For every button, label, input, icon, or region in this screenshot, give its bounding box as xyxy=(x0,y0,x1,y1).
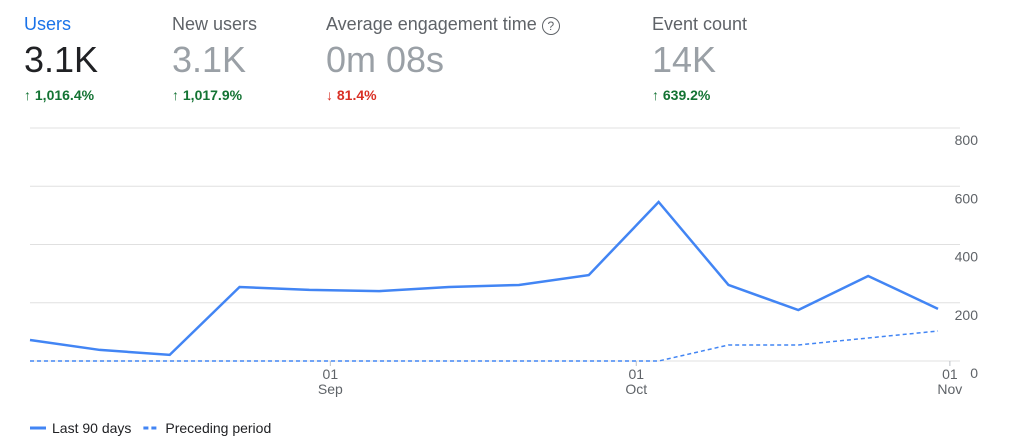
metric-delta: ↑ 1,016.4% xyxy=(24,87,98,103)
metric-value: 3.1K xyxy=(24,39,99,80)
series-line xyxy=(30,330,939,362)
metric-value: 14K xyxy=(652,39,717,80)
metric-delta: ↑ 639.2% xyxy=(652,87,747,103)
metric-label: Event count xyxy=(652,14,748,34)
legend-label: Last 90 days xyxy=(52,420,131,436)
metric-card[interactable]: Event count 14K ↑ 639.2% xyxy=(652,14,747,103)
delta-text: 1,016.4% xyxy=(34,87,95,103)
metric-label: Average engagement time ? xyxy=(326,14,560,35)
x-tick-label: 01 Nov xyxy=(937,366,962,397)
arrow-up: ↑ xyxy=(172,87,179,103)
x-tick-label: 01 Sep xyxy=(318,366,343,397)
label-text: Average engagement time xyxy=(326,14,537,34)
metric-label: New users xyxy=(172,14,258,34)
metric-value: 0m 08s xyxy=(326,39,445,80)
metric-cards: Users 3.1K ↑ 1,016.4% New users 3.1K ↑ 1… xyxy=(0,14,1024,114)
y-tick-label: 400 xyxy=(955,249,979,265)
y-tick-label: 800 xyxy=(955,132,979,148)
y-tick-label: 200 xyxy=(955,307,979,323)
arrow-down: ↓ xyxy=(326,87,333,103)
metric-delta: ↓ 81.4% xyxy=(326,87,560,103)
arrow-up: ↑ xyxy=(24,87,31,103)
metric-delta: ↑ 1,017.9% xyxy=(172,87,257,103)
y-tick-label: 0 xyxy=(970,365,978,381)
metric-card[interactable]: Average engagement time ? 0m 08s ↓ 81.4% xyxy=(326,14,560,103)
delta-text: 1,017.9% xyxy=(182,87,243,103)
metric-label: Users xyxy=(24,14,72,34)
x-tick-label: 01 Oct xyxy=(625,366,647,397)
delta-text: 81.4% xyxy=(336,87,377,103)
y-tick-label: 600 xyxy=(955,190,979,206)
arrow-up: ↑ xyxy=(652,87,659,103)
delta-text: 639.2% xyxy=(662,87,711,103)
metric-card[interactable]: Users 3.1K ↑ 1,016.4% xyxy=(24,14,98,103)
metric-value: 3.1K xyxy=(172,39,247,80)
legend-label: Preceding period xyxy=(165,420,271,436)
series-line xyxy=(29,200,939,357)
help-icon[interactable]: ? xyxy=(541,17,560,35)
metric-card[interactable]: New users 3.1K ↑ 1,017.9% xyxy=(172,14,257,103)
